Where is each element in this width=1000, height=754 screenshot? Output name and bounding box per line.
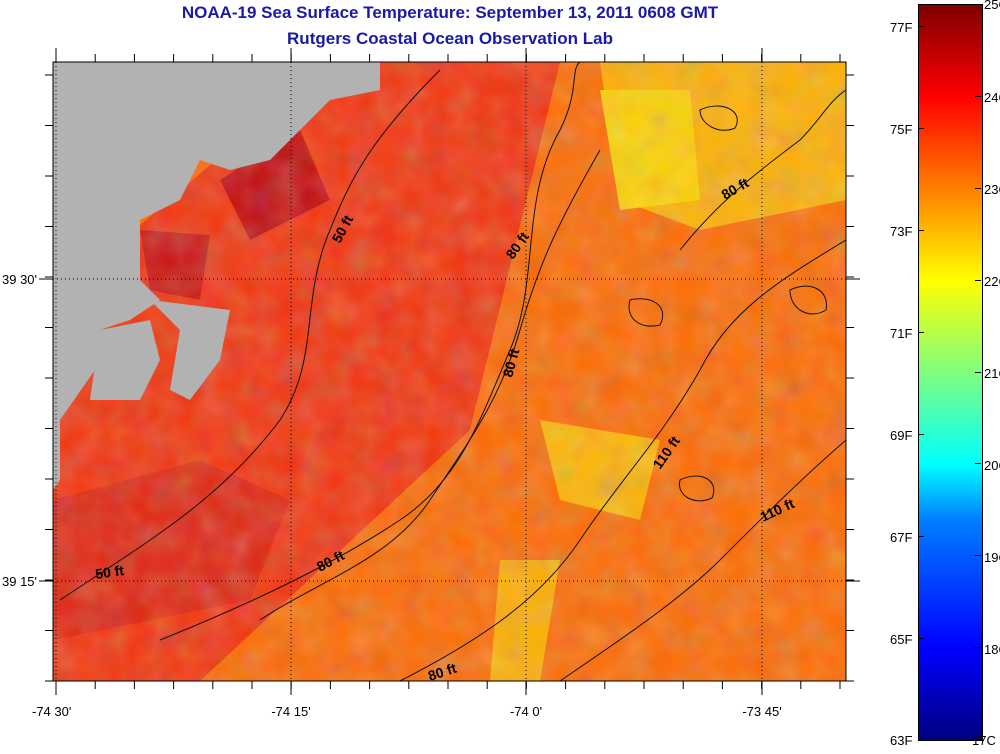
map-title: NOAA-19 Sea Surface Temperature: Septemb… (181, 3, 719, 22)
y-tick-label: 39 30' (2, 272, 37, 287)
map-frame (52, 61, 847, 682)
colorbar-celsius-label: 24C (984, 90, 1000, 105)
colorbar-tick (918, 740, 924, 741)
colorbar-tick (918, 434, 924, 435)
colorbar-celsius-label: 17C (972, 733, 996, 748)
x-tick-label: -74 15' (271, 704, 310, 719)
colorbar-fahrenheit-label: 71F (890, 326, 913, 341)
axis-ticks (39, 48, 860, 695)
colorbar-tick (918, 332, 924, 333)
colorbar-fahrenheit-label: 77F (890, 20, 913, 35)
x-tick-label: -74 0' (510, 704, 542, 719)
contour-80ft (259, 149, 601, 621)
contour-label: 50 ft (94, 562, 125, 582)
contour-80ft (679, 89, 846, 251)
colorbar-tick (918, 26, 924, 27)
colorbar-celsius-label: 22C (984, 274, 1000, 289)
colorbar-celsius-label: 25C (984, 0, 1000, 12)
colorbar-tick (975, 279, 981, 281)
depth-contours (59, 62, 846, 681)
colorbar-tick (975, 187, 981, 189)
land-mass (90, 320, 160, 400)
colorbar-celsius-label: 18C (984, 642, 1000, 657)
colorbar-tick (918, 638, 924, 639)
colorbar-celsius-label: 20C (984, 458, 1000, 473)
colorbar-celsius-label: 21C (984, 366, 1000, 381)
colorbar-tick (975, 95, 981, 97)
temperature-colorbar (918, 4, 983, 741)
lat-lon-grid (53, 62, 846, 681)
colorbar-tick (918, 128, 924, 129)
x-tick-label: -73 45' (742, 704, 781, 719)
colorbar-tick (975, 463, 981, 465)
y-tick-label: 39 15' (2, 574, 37, 589)
colorbar-fahrenheit-label: 67F (890, 530, 913, 545)
colorbar-fahrenheit-label: 69F (890, 428, 913, 443)
contour-50ft (59, 69, 441, 601)
x-tick-label: -74 30' (32, 704, 71, 719)
land-mass (53, 62, 380, 490)
colorbar-tick (975, 555, 981, 557)
colorbar-fahrenheit-label: 75F (890, 122, 913, 137)
colorbar-tick (918, 230, 924, 231)
colorbar-celsius-label: 19C (984, 550, 1000, 565)
land-mass (150, 300, 230, 400)
contour-110ft (559, 439, 846, 681)
contour-label: 80 ft (499, 347, 522, 379)
colorbar-tick (975, 647, 981, 649)
colorbar-fahrenheit-label: 65F (890, 632, 913, 647)
colorbar-tick (975, 739, 981, 740)
contour-110ft (399, 239, 846, 681)
colorbar-fahrenheit-label: 73F (890, 224, 913, 239)
colorbar-tick (975, 4, 981, 5)
map-subtitle: Rutgers Coastal Ocean Observation Lab (287, 29, 613, 48)
colorbar-celsius-label: 23C (984, 182, 1000, 197)
contour-80ft (159, 62, 581, 641)
colorbar-tick (918, 536, 924, 537)
colorbar-tick (975, 371, 981, 373)
colorbar-fahrenheit-label: 63F (890, 733, 913, 748)
